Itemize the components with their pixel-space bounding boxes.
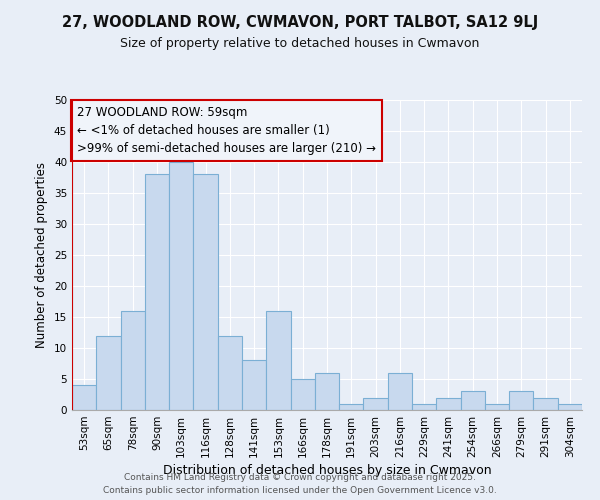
Bar bbox=[145, 174, 169, 410]
Bar bbox=[339, 404, 364, 410]
Bar bbox=[315, 373, 339, 410]
Bar bbox=[72, 385, 96, 410]
Text: Contains HM Land Registry data © Crown copyright and database right 2025.: Contains HM Land Registry data © Crown c… bbox=[124, 472, 476, 482]
Bar bbox=[121, 311, 145, 410]
Text: Contains public sector information licensed under the Open Government Licence v3: Contains public sector information licen… bbox=[103, 486, 497, 495]
Bar bbox=[485, 404, 509, 410]
Bar bbox=[558, 404, 582, 410]
Bar bbox=[169, 162, 193, 410]
Y-axis label: Number of detached properties: Number of detached properties bbox=[35, 162, 49, 348]
Text: 27 WOODLAND ROW: 59sqm
← <1% of detached houses are smaller (1)
>99% of semi-det: 27 WOODLAND ROW: 59sqm ← <1% of detached… bbox=[77, 106, 376, 155]
Bar bbox=[193, 174, 218, 410]
Bar bbox=[242, 360, 266, 410]
Bar bbox=[96, 336, 121, 410]
Bar bbox=[436, 398, 461, 410]
Text: Size of property relative to detached houses in Cwmavon: Size of property relative to detached ho… bbox=[121, 38, 479, 51]
Bar bbox=[388, 373, 412, 410]
Bar bbox=[266, 311, 290, 410]
Text: 27, WOODLAND ROW, CWMAVON, PORT TALBOT, SA12 9LJ: 27, WOODLAND ROW, CWMAVON, PORT TALBOT, … bbox=[62, 15, 538, 30]
Bar bbox=[412, 404, 436, 410]
Bar bbox=[290, 379, 315, 410]
Bar bbox=[364, 398, 388, 410]
Bar bbox=[461, 392, 485, 410]
Bar bbox=[509, 392, 533, 410]
Bar bbox=[533, 398, 558, 410]
X-axis label: Distribution of detached houses by size in Cwmavon: Distribution of detached houses by size … bbox=[163, 464, 491, 477]
Bar bbox=[218, 336, 242, 410]
